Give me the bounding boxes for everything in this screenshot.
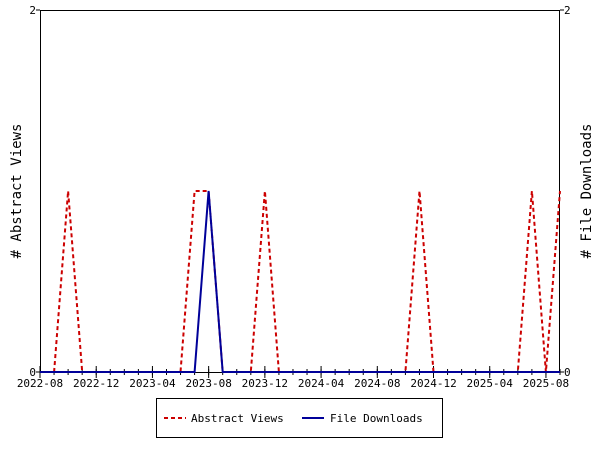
legend-label-abstract-views: Abstract Views [191, 412, 284, 425]
y-axis-ticks: 0 2 0 2 [29, 4, 570, 379]
y-tick-label-left: 2 [29, 4, 36, 17]
x-tick-label: 2023-12 [242, 377, 288, 390]
x-tick-label: 2024-04 [298, 377, 345, 390]
y-axis-title-right: # File Downloads [579, 124, 595, 259]
x-tick-label: 2024-08 [354, 377, 400, 390]
x-tick-label: 2024-12 [410, 377, 456, 390]
x-tick-label: 2023-04 [129, 377, 176, 390]
series-layer [40, 190, 561, 373]
legend-box [156, 398, 443, 438]
x-tick-label: 2022-08 [17, 377, 63, 390]
x-tick-label: 2022-12 [73, 377, 119, 390]
y-tick-label-right: 0 [564, 366, 571, 379]
x-tick-label: 2025-08 [523, 377, 569, 390]
legend: Abstract Views File Downloads [156, 398, 443, 438]
x-tick-label: 2025-04 [467, 377, 514, 390]
y-tick-label-left: 0 [29, 366, 36, 379]
series-line-file-downloads [40, 190, 560, 373]
y-tick-label-right: 2 [564, 4, 571, 17]
legend-label-file-downloads: File Downloads [330, 412, 423, 425]
x-tick-label: 2023-08 [185, 377, 231, 390]
y-axis-title-left: # Abstract Views [9, 124, 25, 259]
